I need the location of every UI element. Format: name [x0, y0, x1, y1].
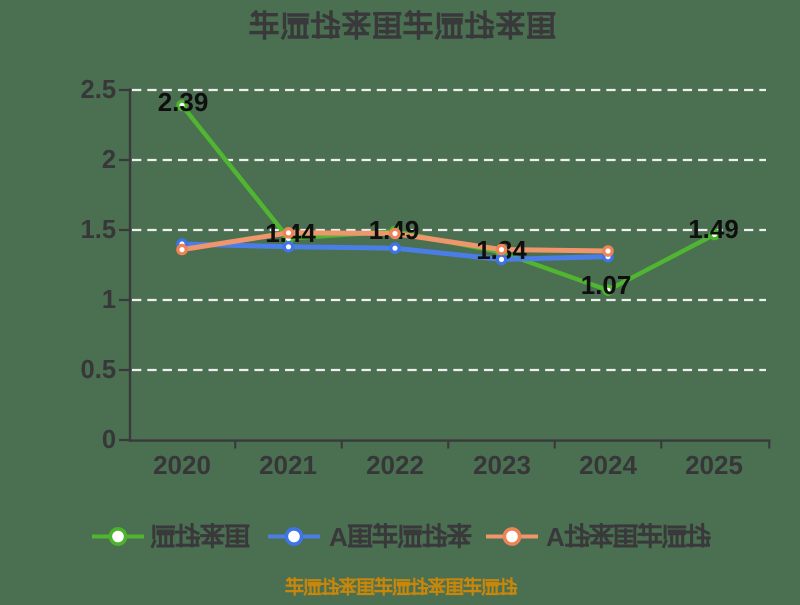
svg-text:1.49: 1.49 [688, 214, 739, 244]
svg-text:2024: 2024 [579, 450, 637, 480]
svg-text:0: 0 [102, 426, 116, 454]
svg-text:2022: 2022 [366, 450, 424, 480]
svg-text:1: 1 [102, 286, 116, 314]
svg-text:A: A [329, 522, 348, 552]
svg-text:2025: 2025 [685, 450, 743, 480]
svg-text:2.39: 2.39 [158, 87, 209, 117]
svg-text:2.5: 2.5 [81, 76, 116, 104]
svg-text:1.07: 1.07 [581, 270, 632, 300]
svg-text:1.5: 1.5 [81, 216, 116, 244]
svg-text:2: 2 [102, 146, 116, 174]
svg-text:2021: 2021 [259, 450, 317, 480]
svg-text:2023: 2023 [473, 450, 531, 480]
svg-text:0.5: 0.5 [81, 356, 116, 384]
svg-text:A: A [546, 522, 565, 552]
svg-text:2020: 2020 [153, 450, 211, 480]
